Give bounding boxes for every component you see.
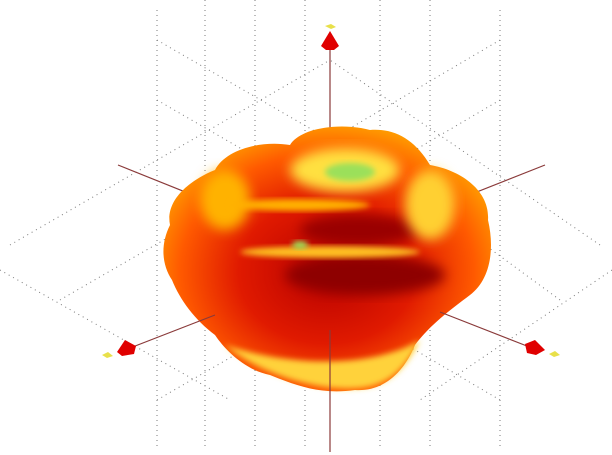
axis-label-glyph <box>325 24 336 29</box>
bright-ridge <box>240 246 420 258</box>
grid-line <box>156 39 331 141</box>
axis-label-glyph <box>549 351 560 357</box>
x-axis-front <box>129 314 216 349</box>
axis-arrow <box>321 31 339 50</box>
grid-line <box>419 269 612 401</box>
grid-line <box>0 269 231 401</box>
green-spot <box>292 241 308 249</box>
axis-arrow <box>525 340 545 355</box>
dark-band <box>285 255 445 295</box>
axis-label-glyph <box>102 352 113 358</box>
bright-ridge <box>230 199 370 211</box>
dark-band <box>300 214 420 246</box>
axes-front <box>102 24 560 452</box>
top-green-spot <box>325 163 375 181</box>
grid-line <box>329 39 501 141</box>
y-axis-front <box>439 311 533 349</box>
left-highlight <box>200 170 250 230</box>
pattern-surface <box>163 126 491 392</box>
axis-arrow <box>117 340 136 356</box>
lower-lobe-highlight <box>225 340 420 389</box>
right-highlight <box>405 170 455 240</box>
